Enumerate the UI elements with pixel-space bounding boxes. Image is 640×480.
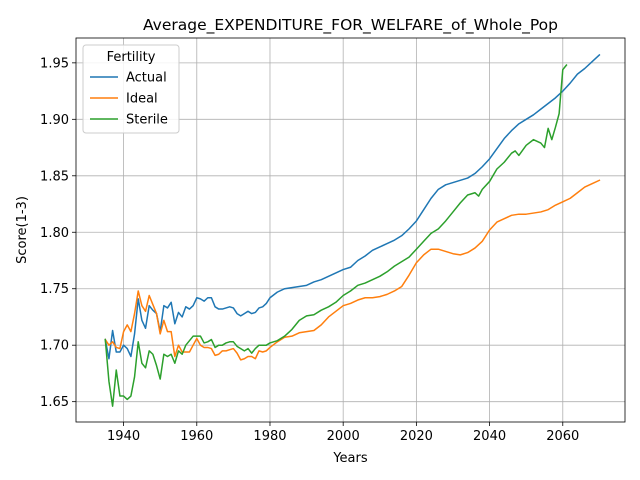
y-tick-label: 1.80 bbox=[40, 226, 69, 241]
x-tick-label: 2040 bbox=[473, 429, 506, 444]
y-tick-label: 1.75 bbox=[40, 282, 69, 297]
legend-title: Fertility bbox=[107, 50, 156, 65]
y-tick-label: 1.90 bbox=[40, 113, 69, 128]
x-tick-label: 1960 bbox=[180, 429, 213, 444]
y-tick-label: 1.85 bbox=[40, 169, 69, 184]
y-tick-label: 1.65 bbox=[40, 395, 69, 410]
series-line-ideal bbox=[104, 179, 601, 361]
legend-box bbox=[82, 44, 180, 134]
y-tick-label: 1.70 bbox=[40, 339, 69, 354]
x-axis-label: Years bbox=[332, 451, 368, 466]
x-tick-label: 1940 bbox=[107, 429, 140, 444]
plot-frame bbox=[75, 37, 626, 423]
series-line-sterile bbox=[104, 64, 568, 407]
y-axis-label: Score(1-3) bbox=[15, 196, 30, 264]
y-ticks: 1.65 1.70 1.75 1.80 1.85 1.90 1.95 bbox=[40, 56, 76, 410]
legend-entries: Actual Ideal Sterile bbox=[90, 71, 168, 128]
legend-label-sterile: Sterile bbox=[126, 113, 168, 128]
x-tick-label: 2020 bbox=[400, 429, 433, 444]
x-ticks: 1940 1960 1980 2000 2020 2040 2060 bbox=[107, 422, 579, 444]
chart-title: Average_EXPENDITURE_FOR_WELFARE_of_Whole… bbox=[143, 16, 558, 35]
legend-label-ideal: Ideal bbox=[126, 92, 158, 107]
x-tick-label: 2000 bbox=[327, 429, 360, 444]
legend: Fertility Actual Ideal Sterile bbox=[82, 44, 180, 134]
x-tick-label: 1980 bbox=[253, 429, 286, 444]
x-tick-label: 2060 bbox=[546, 429, 579, 444]
series-lines bbox=[104, 53, 601, 407]
legend-label-actual: Actual bbox=[126, 71, 167, 86]
y-tick-label: 1.95 bbox=[40, 56, 69, 71]
